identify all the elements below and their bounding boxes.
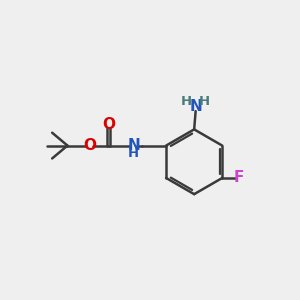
Text: H: H: [199, 95, 210, 108]
Text: N: N: [128, 138, 140, 153]
Text: O: O: [102, 117, 115, 132]
Text: H: H: [128, 147, 139, 160]
Text: N: N: [189, 99, 202, 114]
Text: H: H: [181, 95, 192, 108]
Text: F: F: [234, 170, 244, 185]
Text: O: O: [83, 138, 96, 153]
